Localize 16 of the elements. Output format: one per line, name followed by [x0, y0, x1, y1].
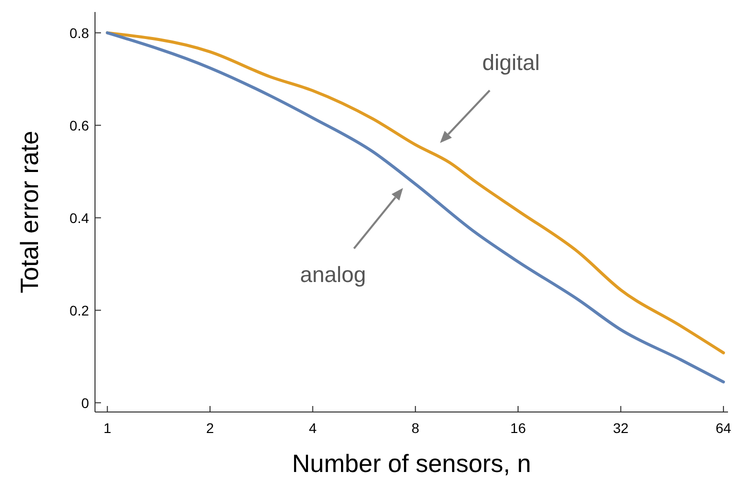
x-tick-label: 64 — [716, 420, 732, 436]
x-tick-label: 2 — [206, 420, 214, 436]
y-tick-label: 0.6 — [70, 117, 90, 134]
x-tick-label: 32 — [612, 420, 629, 436]
annotation: analog — [300, 262, 366, 287]
x-tick-label: 1 — [103, 420, 112, 436]
y-tick-label: 0.8 — [70, 24, 90, 41]
x-tick-label: 16 — [510, 420, 526, 436]
x-tick-label: 8 — [412, 420, 420, 436]
annotation: digital — [482, 50, 540, 75]
x-tick-label: 4 — [308, 420, 317, 436]
x-axis-title: Number of sensors, n — [292, 450, 531, 478]
y-tick-label: 0 — [81, 394, 90, 411]
y-tick-label: 0.2 — [70, 302, 90, 318]
y-tick-label: 0.4 — [70, 210, 90, 226]
y-axis-title: Total error rate — [16, 130, 44, 294]
